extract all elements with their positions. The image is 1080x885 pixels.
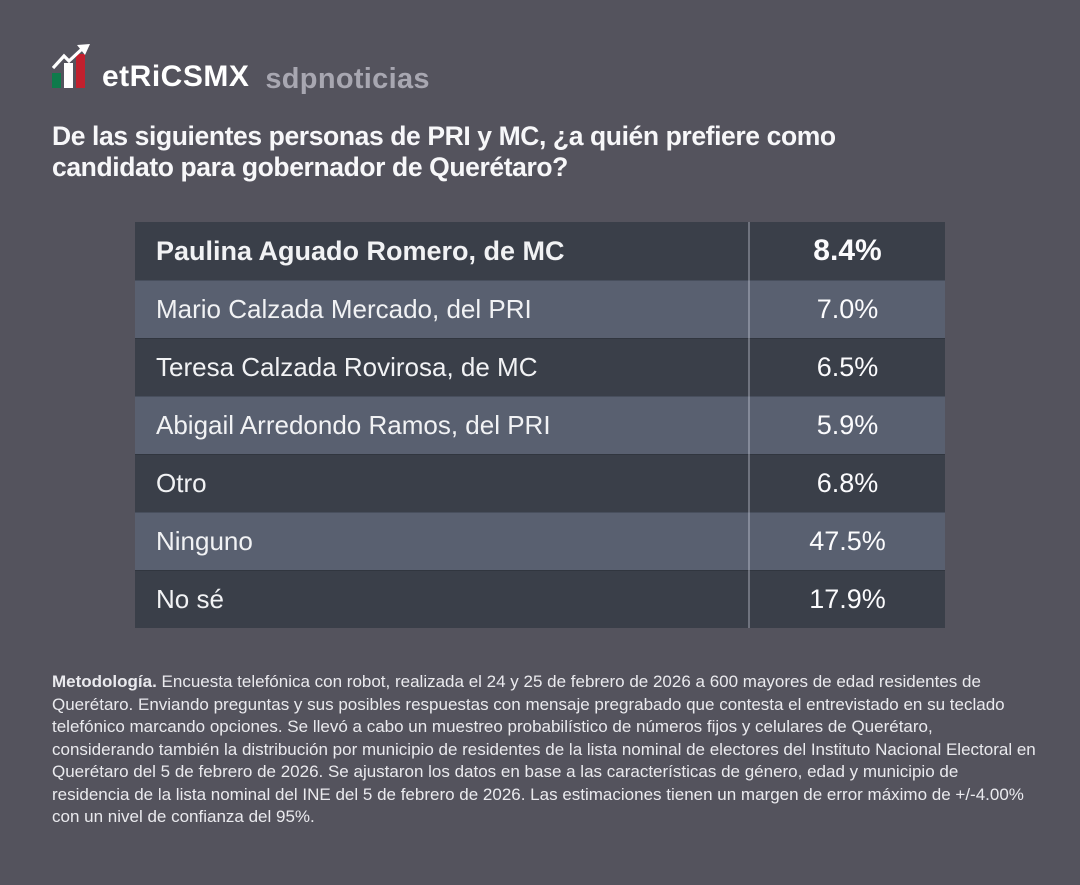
table-row: Mario Calzada Mercado, del PRI 7.0% <box>135 280 945 338</box>
question-title: De las siguientes personas de PRI y MC, … <box>52 121 836 182</box>
table-row: Otro 6.8% <box>135 454 945 512</box>
logo-bar-white <box>64 63 73 88</box>
option-value: 17.9% <box>748 570 945 628</box>
header: etRiCSMX sdpnoticias <box>52 44 430 94</box>
metricsmx-logo-icon <box>52 44 90 88</box>
option-label: Teresa Calzada Rovirosa, de MC <box>156 351 538 382</box>
table-row: Abigail Arredondo Ramos, del PRI 5.9% <box>135 396 945 454</box>
brand-text: etRiCSMX <box>102 60 250 94</box>
option-value: 5.9% <box>748 396 945 454</box>
methodology-body: Encuesta telefónica con robot, realizada… <box>52 672 1036 826</box>
table-row: Ninguno 47.5% <box>135 512 945 570</box>
option-value: 8.4% <box>748 222 945 280</box>
results-table: Paulina Aguado Romero, de MC 8.4% Mario … <box>135 222 945 628</box>
option-label: Paulina Aguado Romero, de MC <box>156 235 565 266</box>
logo-bar-red <box>76 54 85 88</box>
logo-arrowhead-icon <box>77 44 90 55</box>
option-value: 6.5% <box>748 338 945 396</box>
table-row: Teresa Calzada Rovirosa, de MC 6.5% <box>135 338 945 396</box>
table-row: No sé 17.9% <box>135 570 945 628</box>
option-value: 6.8% <box>748 454 945 512</box>
logo-arrow-icon <box>52 46 85 70</box>
methodology-label: Metodología. <box>52 672 157 691</box>
option-value: 47.5% <box>748 512 945 570</box>
table-row: Paulina Aguado Romero, de MC 8.4% <box>135 222 945 280</box>
option-label: Otro <box>156 467 207 498</box>
partner-logo-text: sdpnoticias <box>265 63 430 96</box>
option-label: Abigail Arredondo Ramos, del PRI <box>156 409 551 440</box>
option-label: Ninguno <box>156 525 253 556</box>
option-label: Mario Calzada Mercado, del PRI <box>156 293 532 324</box>
logo-bar-green <box>52 73 61 88</box>
option-label: No sé <box>156 583 224 614</box>
option-value: 7.0% <box>748 280 945 338</box>
methodology-text: Metodología. Encuesta telefónica con rob… <box>52 671 1037 829</box>
